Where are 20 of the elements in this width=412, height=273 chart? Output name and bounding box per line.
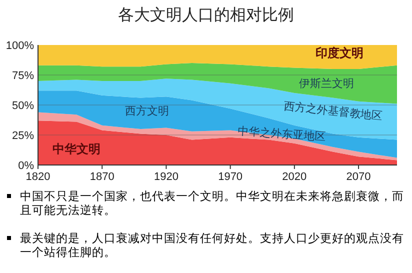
series-label: 中华文明 <box>52 142 100 156</box>
x-tick-label: 1820 <box>26 171 50 183</box>
series-label: 西方文明 <box>124 104 169 118</box>
series-label: 中华之外东亚地区 <box>238 124 326 144</box>
x-tick-label: 2070 <box>346 171 371 183</box>
y-tick-label: 75% <box>12 70 34 82</box>
x-tick-label: 1970 <box>218 171 243 183</box>
x-tick-label: 1920 <box>154 171 178 183</box>
y-tick-label: 50% <box>12 100 34 112</box>
chart-title: 各大文明人口的相对比例 <box>118 5 294 24</box>
series-label: 伊斯兰文明 <box>298 77 354 90</box>
text: 最关键的是，人口衰减对中国没有任何好处。支持人口少更好的观点没有一个站得住脚的。 <box>20 231 405 259</box>
y-tick-label: 0% <box>18 160 34 172</box>
y-tick-label: 100% <box>6 40 34 52</box>
series-label: 印度文明 <box>315 46 364 60</box>
series-label: 西方之外基督教地区 <box>283 99 384 123</box>
x-tick-label: 1870 <box>90 171 114 183</box>
text: 中国不只是一个国家，也代表一个文明。中华文明在未来将急剧衰微，而且可能无法逆转。 <box>20 189 405 217</box>
x-tick-label: 2020 <box>282 171 307 183</box>
y-tick-label: 25% <box>12 130 34 142</box>
